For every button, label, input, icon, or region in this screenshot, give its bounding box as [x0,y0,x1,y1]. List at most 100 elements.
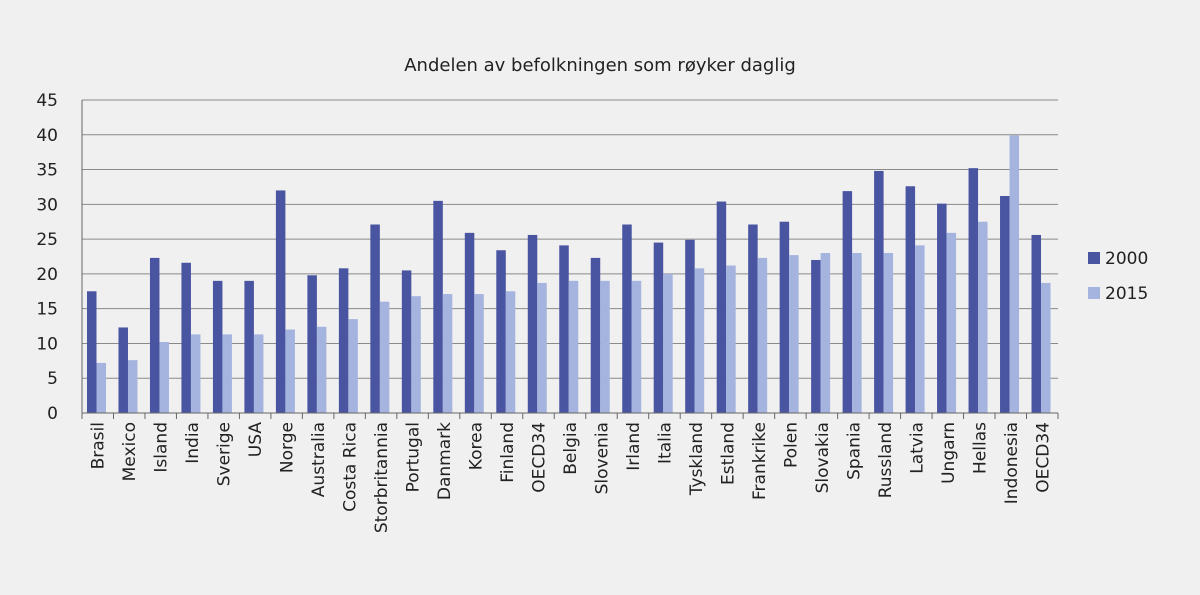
bar [190,334,201,413]
bar [348,319,358,413]
x-tick-label: Island [152,422,172,473]
bar [537,282,547,413]
bar [149,257,160,413]
bar [379,301,390,413]
bar [631,280,642,413]
bar [842,191,853,413]
bar [1000,195,1010,413]
bar [1041,282,1051,413]
x-tick-label: Australia [309,422,329,497]
bar [663,273,673,413]
bar [852,253,862,413]
bar [811,259,821,413]
bar [212,280,223,413]
x-tick-label: Tyskland [687,422,707,496]
x-tick-label: Storbritannia [372,422,392,533]
bar [181,262,191,413]
x-tick-label: OECD34 [1033,422,1053,493]
x-tick-label: India [183,422,203,464]
y-tick-label: 45 [36,91,58,111]
bar [127,360,138,413]
bar [915,245,925,413]
bar [874,170,884,413]
x-tick-label: Ungarn [939,422,959,484]
bar [442,294,453,413]
x-tick-label: Slovenia [592,422,612,494]
bar [757,257,768,413]
y-tick-label: 35 [36,161,58,181]
bar [474,294,484,413]
bar [600,280,610,413]
legend-label: 2000 [1105,249,1148,269]
x-tick-label: Costa Rica [341,422,361,512]
bar [307,275,317,413]
bar [883,253,894,413]
bar [946,232,957,413]
x-tick-label: Slovakia [813,422,833,493]
bar [622,224,632,413]
x-tick-label: Belgia [561,422,581,475]
x-tick-label: Mexico [120,422,140,481]
bar [505,291,516,413]
bar [527,234,538,413]
bar [222,334,232,413]
x-tick-label: Sverige [215,422,235,486]
x-tick-label: USA [246,422,266,458]
x-tick-label: Brasil [89,422,109,469]
chart-title: Andelen av befolkningen som røyker dagli… [404,55,796,76]
x-tick-label: Latvia [907,422,927,474]
bar [96,362,106,413]
bar [338,268,349,413]
y-tick-label: 25 [36,230,58,250]
bar [653,242,664,413]
x-tick-label: Indonesia [1002,422,1022,504]
legend-label: 2015 [1105,284,1148,304]
bar [568,280,579,413]
bar [370,224,380,413]
x-tick-label: Italia [655,422,675,464]
bar [253,334,264,413]
y-tick-label: 30 [36,195,58,215]
bar [244,280,254,413]
bar [118,327,128,413]
x-tick-label: Spania [844,422,864,480]
legend-swatch [1088,287,1100,299]
y-tick-label: 0 [47,404,58,424]
bar [275,190,286,413]
legend-swatch [1088,252,1100,264]
bar [968,168,979,413]
bar [401,270,412,413]
y-tick-label: 15 [36,300,58,320]
bar [559,245,569,413]
bar [464,232,475,413]
bar [411,296,421,413]
bar [590,257,601,413]
x-tick-label: Polen [781,422,801,468]
bar [496,250,506,413]
bar [937,203,947,413]
bar [779,221,790,413]
x-tick-label: OECD34 [530,422,550,493]
y-tick-label: 10 [36,334,58,354]
x-tick-label: Korea [467,422,487,470]
bar [716,201,727,413]
bar [789,255,799,413]
x-tick-label: Irland [624,422,644,471]
x-tick-label: Russland [876,422,896,498]
bar [905,186,916,413]
bar [820,253,831,413]
bar [87,291,97,413]
y-tick-label: 5 [47,369,58,389]
x-tick-label: Norge [278,422,298,473]
x-tick-label: Estland [718,422,738,485]
bar [285,329,295,413]
x-tick-label: Danmark [435,422,455,500]
bar [685,239,695,413]
bar [978,221,988,413]
x-tick-label: Portugal [404,422,424,492]
x-tick-label: Hellas [970,422,990,474]
x-tick-label: Frankrike [750,422,770,500]
bar [694,268,705,413]
x-tick-label: Finland [498,422,518,483]
